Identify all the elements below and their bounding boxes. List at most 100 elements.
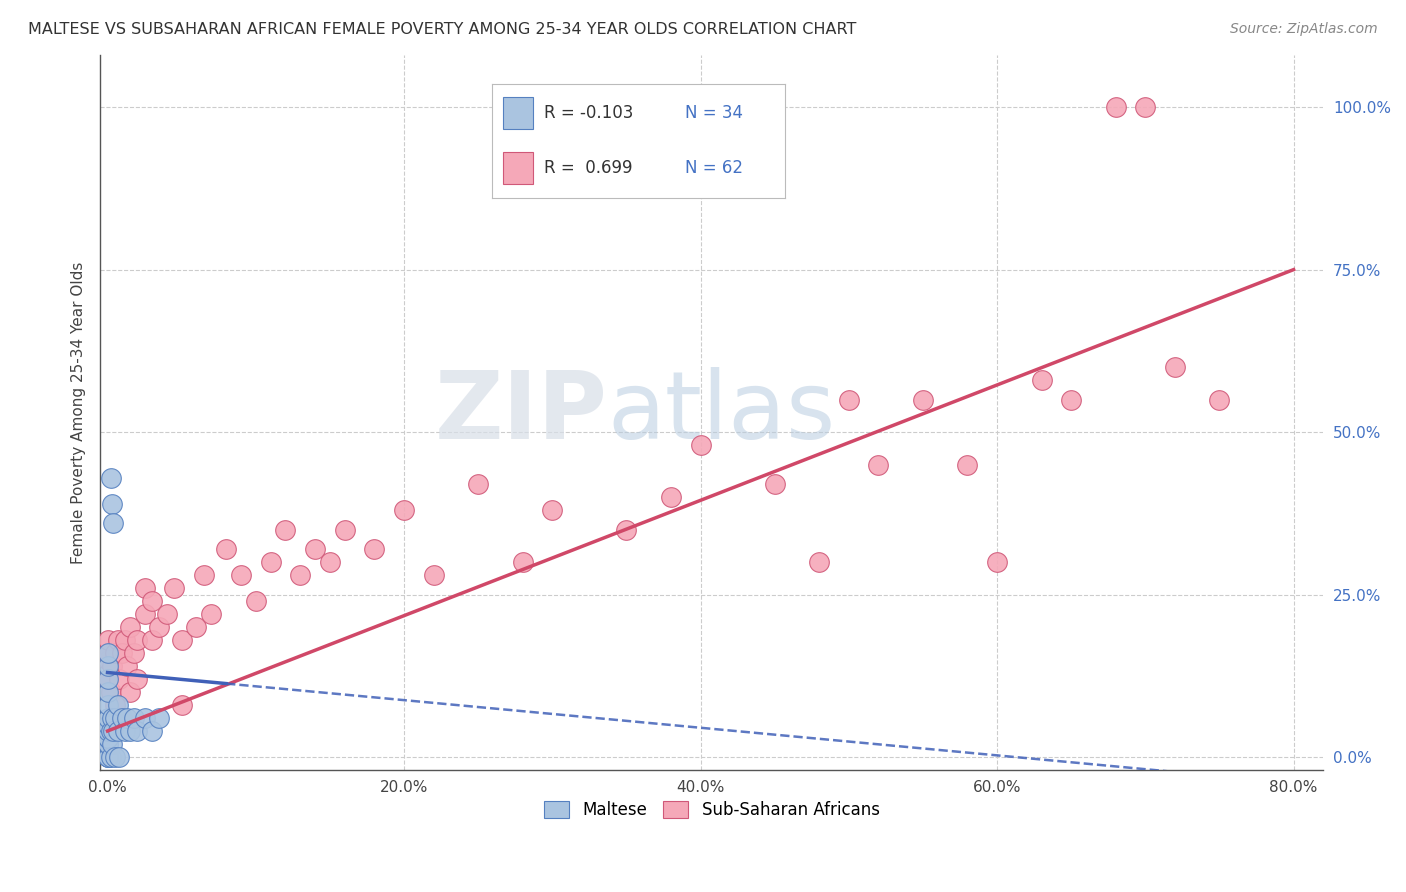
Point bbox=[118, 724, 141, 739]
Point bbox=[101, 711, 124, 725]
Point bbox=[127, 724, 149, 739]
Point bbox=[134, 711, 156, 725]
Point bbox=[101, 497, 124, 511]
Point bbox=[103, 724, 125, 739]
Point bbox=[689, 438, 711, 452]
Point bbox=[100, 724, 122, 739]
Point bbox=[956, 458, 979, 472]
Point bbox=[127, 633, 149, 648]
Point bbox=[186, 620, 208, 634]
Text: Source: ZipAtlas.com: Source: ZipAtlas.com bbox=[1230, 22, 1378, 37]
Point bbox=[96, 646, 118, 660]
Point bbox=[96, 731, 118, 745]
Point bbox=[96, 672, 118, 686]
Point bbox=[118, 620, 141, 634]
Point bbox=[616, 523, 638, 537]
Point bbox=[259, 555, 281, 569]
Point bbox=[215, 542, 238, 557]
Point bbox=[104, 711, 127, 725]
Point bbox=[541, 503, 564, 517]
Point bbox=[141, 633, 163, 648]
Point bbox=[274, 523, 297, 537]
Point bbox=[107, 633, 129, 648]
Point bbox=[127, 672, 149, 686]
Text: MALTESE VS SUBSAHARAN AFRICAN FEMALE POVERTY AMONG 25-34 YEAR OLDS CORRELATION C: MALTESE VS SUBSAHARAN AFRICAN FEMALE POV… bbox=[28, 22, 856, 37]
Point bbox=[170, 633, 193, 648]
Point bbox=[156, 607, 179, 621]
Point bbox=[100, 470, 122, 484]
Point bbox=[986, 555, 1008, 569]
Point bbox=[96, 652, 118, 666]
Point bbox=[163, 581, 186, 595]
Point bbox=[96, 731, 118, 745]
Point bbox=[111, 711, 134, 725]
Point bbox=[170, 698, 193, 712]
Point bbox=[763, 477, 786, 491]
Point bbox=[1164, 360, 1187, 375]
Point bbox=[107, 724, 129, 739]
Point bbox=[111, 646, 134, 660]
Point bbox=[1208, 392, 1230, 407]
Point bbox=[96, 633, 118, 648]
Point bbox=[114, 633, 136, 648]
Point bbox=[96, 717, 118, 731]
Point bbox=[108, 750, 131, 764]
Point bbox=[104, 646, 127, 660]
Point bbox=[392, 503, 415, 517]
Point bbox=[148, 620, 170, 634]
Point bbox=[333, 523, 356, 537]
Point bbox=[1105, 100, 1128, 114]
Point bbox=[96, 737, 118, 751]
Point bbox=[104, 750, 127, 764]
Point bbox=[96, 659, 118, 673]
Point bbox=[100, 685, 122, 699]
Point bbox=[115, 659, 138, 673]
Point bbox=[245, 594, 267, 608]
Legend: Maltese, Sub-Saharan Africans: Maltese, Sub-Saharan Africans bbox=[537, 795, 886, 826]
Point bbox=[118, 685, 141, 699]
Point bbox=[1060, 392, 1083, 407]
Point bbox=[838, 392, 860, 407]
Point bbox=[96, 646, 118, 660]
Point bbox=[200, 607, 222, 621]
Text: ZIP: ZIP bbox=[434, 367, 607, 458]
Point bbox=[512, 555, 534, 569]
Text: atlas: atlas bbox=[607, 367, 837, 458]
Point bbox=[229, 568, 252, 582]
Point bbox=[290, 568, 312, 582]
Point bbox=[659, 490, 682, 504]
Point bbox=[96, 750, 118, 764]
Point bbox=[115, 711, 138, 725]
Point bbox=[141, 594, 163, 608]
Point bbox=[134, 607, 156, 621]
Point bbox=[96, 685, 118, 699]
Y-axis label: Female Poverty Among 25-34 Year Olds: Female Poverty Among 25-34 Year Olds bbox=[72, 261, 86, 564]
Point bbox=[1135, 100, 1157, 114]
Point bbox=[1031, 373, 1053, 387]
Point bbox=[96, 724, 118, 739]
Point bbox=[304, 542, 326, 557]
Point bbox=[911, 392, 934, 407]
Point bbox=[363, 542, 385, 557]
Point bbox=[101, 659, 124, 673]
Point bbox=[96, 711, 118, 725]
Point bbox=[122, 646, 145, 660]
Point bbox=[134, 581, 156, 595]
Point bbox=[96, 750, 118, 764]
Point bbox=[422, 568, 444, 582]
Point bbox=[96, 737, 118, 751]
Point bbox=[808, 555, 831, 569]
Point bbox=[104, 698, 127, 712]
Point bbox=[141, 724, 163, 739]
Point bbox=[148, 711, 170, 725]
Point bbox=[103, 516, 125, 530]
Point bbox=[114, 724, 136, 739]
Point bbox=[319, 555, 342, 569]
Point bbox=[96, 672, 118, 686]
Point bbox=[193, 568, 215, 582]
Point bbox=[108, 672, 131, 686]
Point bbox=[100, 750, 122, 764]
Point bbox=[122, 711, 145, 725]
Point bbox=[107, 698, 129, 712]
Point bbox=[467, 477, 489, 491]
